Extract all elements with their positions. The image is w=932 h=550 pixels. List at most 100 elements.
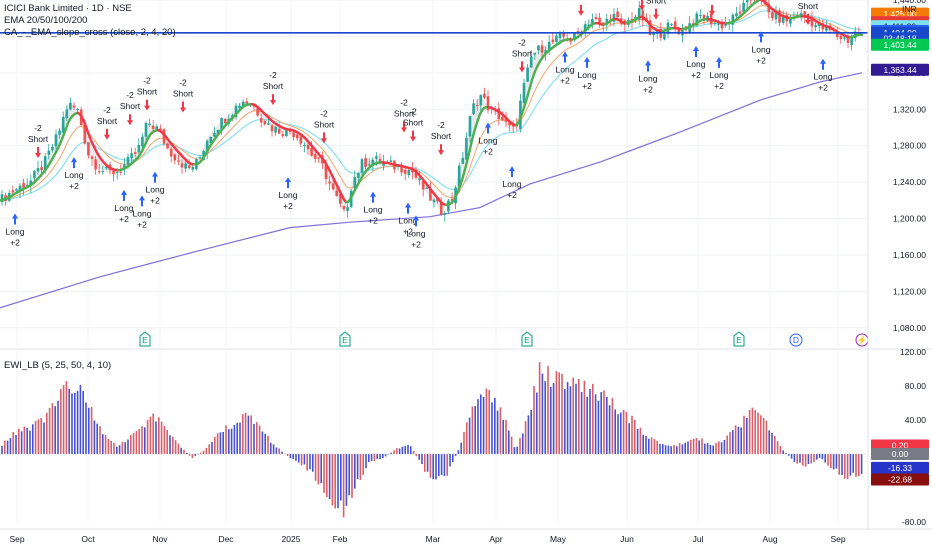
candle-body [47, 150, 51, 155]
histogram-bar [667, 445, 670, 454]
event-label: E [142, 335, 148, 345]
oscillator-histogram [0, 362, 868, 518]
histogram-bar [354, 454, 356, 489]
signal-type: Long [710, 70, 729, 80]
histogram-bar [1, 445, 3, 454]
candle-body [331, 183, 335, 190]
candle-body [475, 105, 479, 107]
histogram-bar [684, 442, 686, 454]
histogram-bar [138, 429, 140, 454]
signal-type: Long [146, 185, 165, 195]
histogram-bar [186, 452, 188, 454]
histogram-bar [96, 423, 98, 454]
candle-body [141, 136, 144, 147]
histogram-bar [236, 422, 238, 454]
candle-body [367, 164, 371, 166]
price-tick-label: 1,200.00 [893, 214, 926, 224]
candle-body [51, 147, 54, 151]
ewi-indicator-label[interactable]: EWI_LB (5, 25, 50, 4, 10) [4, 360, 112, 371]
histogram-bar [18, 428, 20, 454]
candle-body [357, 173, 360, 178]
candle-body [425, 187, 429, 189]
histogram-bar [572, 377, 574, 454]
histogram-bar [799, 454, 801, 463]
histogram-bar [407, 444, 409, 454]
histogram-bar [690, 439, 692, 454]
candle-body [720, 21, 724, 29]
signal-value: +2 [368, 216, 378, 226]
histogram-bar [600, 392, 602, 454]
oscillator-axis[interactable]: -80.00 40.00 80.00 120.00 [900, 347, 926, 527]
signal-type: Short [28, 134, 49, 144]
histogram-bar [244, 412, 247, 454]
long-arrow [152, 171, 158, 183]
histogram-bar [4, 440, 6, 454]
histogram-bar [516, 446, 518, 454]
histogram-bar [706, 442, 709, 454]
candle-body [400, 165, 403, 173]
short-arrow [35, 146, 41, 158]
histogram-bar [538, 362, 541, 454]
histogram-bar [751, 407, 754, 454]
signal-type: Short [173, 88, 194, 98]
candle-body [87, 142, 90, 156]
time-axis[interactable]: Sep Oct Nov Dec 2025 Feb Mar Apr May Jun Jul Aug Sep [0, 528, 932, 544]
histogram-bar [6, 440, 9, 454]
histogram-bar [838, 454, 840, 475]
time-tick-label: Sep [830, 534, 845, 544]
signal-type: Short [403, 118, 424, 128]
candle-body [695, 13, 699, 26]
histogram-bar [510, 436, 513, 454]
slope-cross-indicator-label[interactable]: CA_-_EMA_slope_cross (close, 2, 4, 20) [4, 27, 176, 38]
histogram-bar [415, 454, 418, 457]
histogram-bar [46, 412, 48, 454]
candle-body [551, 39, 555, 43]
histogram-bar [404, 445, 406, 454]
candle-body [324, 165, 328, 180]
histogram-bar [614, 409, 616, 454]
signal-type: Long [133, 208, 152, 218]
candle-body [112, 170, 115, 175]
histogram-bar [68, 388, 70, 454]
candle-body [699, 15, 702, 17]
histogram-bar [292, 454, 294, 460]
candle-body [533, 52, 537, 55]
ema20-segment [528, 78, 534, 89]
candle-body [641, 10, 645, 21]
candle-body [43, 156, 47, 172]
signal-type: Long [752, 44, 771, 54]
candle-body [162, 129, 166, 144]
candle-body [702, 15, 706, 20]
candle-body [126, 156, 130, 165]
histogram-bar [678, 443, 681, 454]
ema-indicator-label[interactable]: EMA 20/50/100/200 [4, 15, 88, 26]
candle-body [115, 172, 119, 174]
histogram-bar [586, 396, 588, 454]
histogram-bar [597, 400, 600, 454]
event-label: D [793, 335, 799, 345]
histogram-bar [855, 454, 857, 477]
candle-body [259, 118, 263, 123]
histogram-bar [48, 407, 51, 454]
oscillator-tag: 0.00 [871, 448, 929, 460]
signal-value: +2 [643, 85, 653, 95]
event-markers[interactable]: E E E E D ⚡ [139, 331, 869, 347]
signal-value: +2 [756, 55, 766, 65]
signal-value: +2 [10, 238, 20, 248]
price-tag-bg [871, 38, 929, 51]
histogram-bar [625, 411, 628, 454]
histogram-bar [676, 446, 678, 454]
candle-body [76, 109, 79, 111]
candle-body [810, 17, 814, 27]
candle-body [846, 37, 850, 43]
histogram-bar [723, 440, 726, 454]
candle-body [713, 23, 717, 25]
long-arrow [758, 31, 764, 43]
signal-value: +2 [714, 81, 724, 91]
price-tag-text: 1,425.00 [883, 9, 916, 19]
histogram-bar [429, 454, 432, 478]
symbol-title[interactable]: ICICI Bank Limited · 1D · NSE [4, 3, 132, 14]
histogram-bar [242, 414, 244, 454]
candle-body [673, 21, 677, 29]
